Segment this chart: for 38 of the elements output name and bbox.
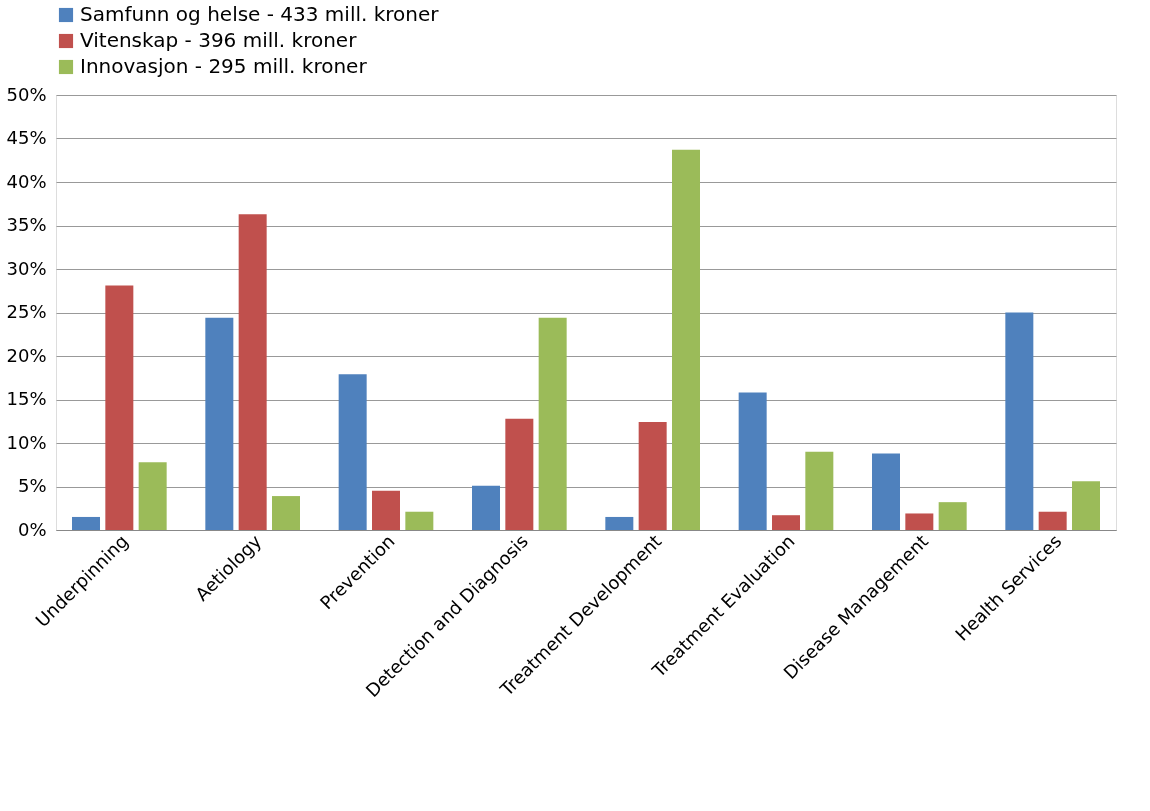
legend-label: Innovasjon - 295 mill. kroner [80, 54, 368, 78]
y-tick-label: 50% [6, 83, 47, 105]
bar [872, 453, 900, 530]
bar [205, 317, 234, 530]
bar [805, 451, 834, 530]
y-tick-label: 15% [6, 388, 47, 409]
bar [672, 149, 700, 530]
bar [1038, 511, 1067, 530]
bar [605, 516, 634, 530]
y-tick-label: 45% [6, 127, 47, 148]
y-tick-label: 40% [6, 170, 47, 192]
bar [738, 392, 767, 530]
y-tick-label: 30% [6, 257, 47, 279]
legend-label: Vitenskap - 396 mill. kroner [80, 28, 358, 52]
bar [372, 490, 400, 530]
bar [1005, 312, 1034, 530]
y-tick-label: 0% [17, 518, 47, 540]
bar [138, 462, 167, 530]
y-tick-label: 10% [6, 431, 47, 453]
bar [72, 516, 100, 530]
bar [1072, 481, 1100, 530]
y-tick-label: 25% [6, 301, 47, 322]
y-tick-label: 20% [6, 344, 47, 366]
bar [405, 511, 434, 530]
bar [538, 317, 567, 530]
bar [338, 374, 367, 530]
bar [105, 285, 134, 530]
bar [772, 515, 800, 530]
bar [472, 485, 500, 530]
y-tick-label: 5% [17, 475, 47, 496]
bar [238, 214, 267, 530]
bar [638, 422, 667, 530]
legend-label: Samfunn og helse - 433 mill. kroner [80, 2, 440, 26]
bar [905, 513, 934, 530]
y-tick-label: 35% [6, 214, 47, 235]
bar [505, 418, 534, 530]
bar [938, 502, 967, 530]
bar [272, 496, 300, 530]
